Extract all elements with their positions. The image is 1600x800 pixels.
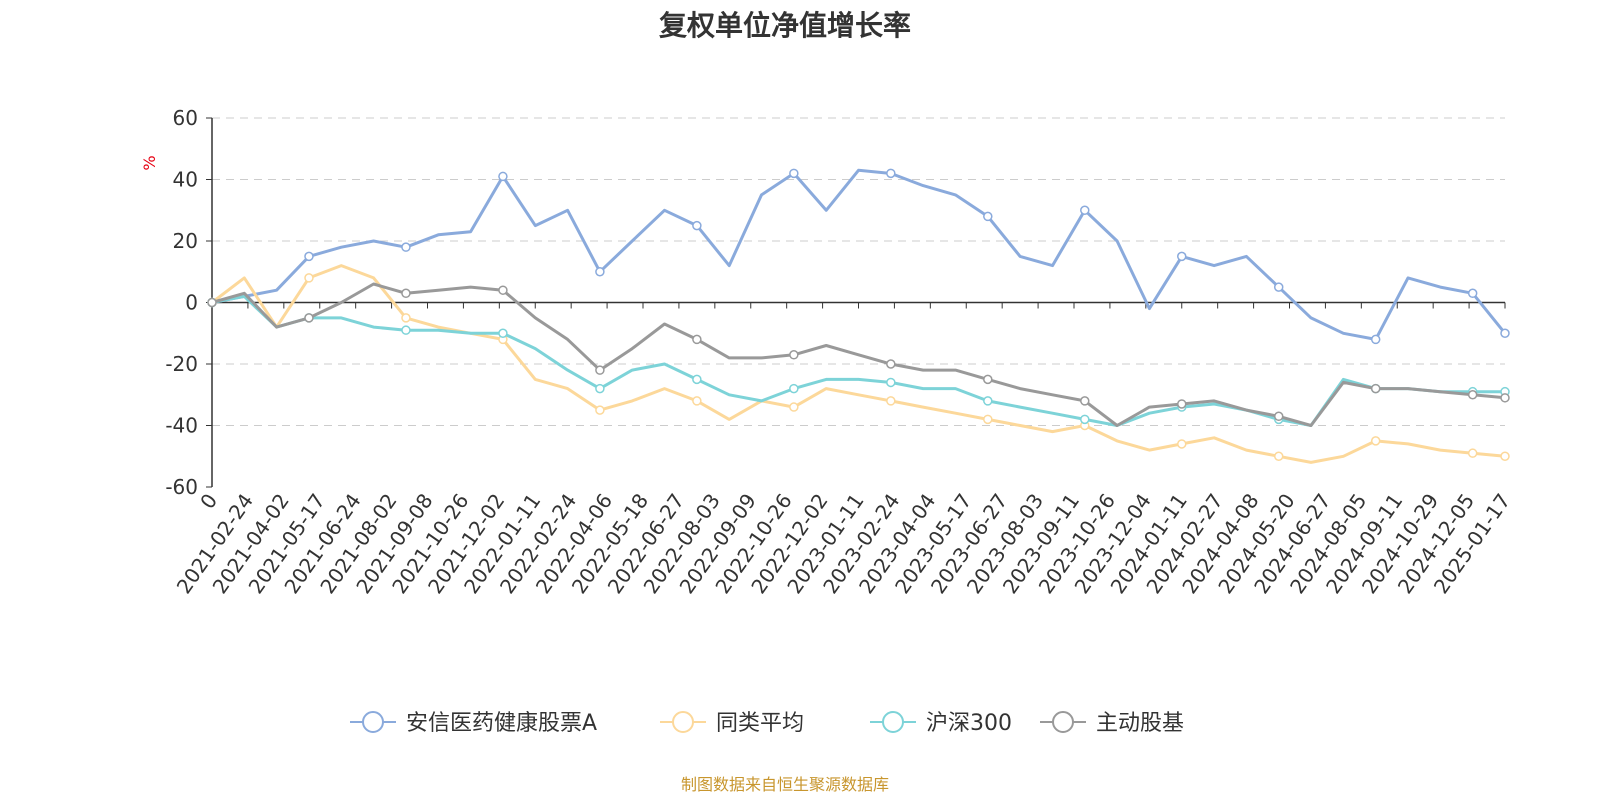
data-point <box>498 285 508 295</box>
data-point <box>1370 436 1381 446</box>
series-line-3 <box>211 282 1506 427</box>
y-tick-label: 40 <box>173 168 198 192</box>
chart-title: 复权单位净值增长率 <box>659 9 911 42</box>
data-point <box>498 328 508 338</box>
data-point <box>1273 411 1284 422</box>
axis-layer: -60-40-20020406002021-02-242021-04-02202… <box>165 106 1515 598</box>
data-point <box>789 350 799 360</box>
legend-label[interactable]: 沪深300 <box>926 711 1012 736</box>
data-point <box>886 168 896 179</box>
legend-marker-icon <box>362 711 384 733</box>
y-axis-label: % <box>140 155 159 170</box>
x-tick-label: 0 <box>195 489 222 513</box>
source-note: 制图数据来自恒生聚源数据库 <box>681 775 889 794</box>
data-point <box>1273 282 1284 292</box>
data-point <box>1500 328 1510 338</box>
data-point <box>498 171 508 182</box>
series-line-0 <box>211 168 1507 341</box>
data-point <box>983 211 993 222</box>
data-point <box>692 374 702 385</box>
data-point <box>1273 451 1284 461</box>
data-point <box>1500 393 1510 403</box>
legend-marker-icon <box>882 711 904 733</box>
y-tick-label: 60 <box>173 106 198 130</box>
y-tick-label: -60 <box>165 475 198 499</box>
legend-marker-icon <box>1052 711 1074 733</box>
legend: 安信医药健康股票A 同类平均 沪深300 主动股基 <box>350 711 1184 736</box>
legend-label[interactable]: 主动股基 <box>1096 711 1184 736</box>
data-point <box>789 402 799 412</box>
data-point <box>595 405 605 415</box>
data-point <box>1080 205 1090 215</box>
data-point <box>1080 414 1090 425</box>
data-point <box>595 383 605 394</box>
data-point <box>595 365 605 375</box>
y-tick-label: 20 <box>173 229 198 253</box>
y-tick-label: -20 <box>165 352 198 376</box>
data-point <box>1467 390 1478 400</box>
data-point <box>789 168 799 179</box>
data-point <box>886 377 896 388</box>
legend-marker-icon <box>672 711 694 733</box>
data-point <box>886 359 896 369</box>
y-tick-label: -40 <box>165 414 198 438</box>
data-point <box>983 396 993 406</box>
data-point <box>1177 251 1187 262</box>
data-point <box>401 325 411 335</box>
data-point <box>401 288 411 299</box>
data-point <box>401 313 411 323</box>
grid-layer <box>212 117 1505 426</box>
series-line-1 <box>211 264 1506 464</box>
y-tick-label: 0 <box>185 291 198 315</box>
data-point <box>1177 399 1187 409</box>
data-point <box>401 242 411 252</box>
data-point <box>1370 334 1381 345</box>
data-point <box>789 383 799 394</box>
data-point <box>1177 439 1187 449</box>
data-point <box>692 334 702 345</box>
data-point <box>1370 383 1381 394</box>
data-point <box>692 220 702 231</box>
data-point <box>304 273 314 283</box>
legend-label[interactable]: 安信医药健康股票A <box>406 711 597 736</box>
data-point <box>1080 396 1090 406</box>
data-point <box>983 414 993 425</box>
series-layer <box>207 168 1510 464</box>
series-line-2 <box>211 294 1505 427</box>
data-point <box>304 313 314 323</box>
data-point <box>692 396 702 406</box>
data-point <box>595 267 605 277</box>
data-point <box>304 251 314 262</box>
data-point <box>1467 288 1478 299</box>
legend-label[interactable]: 同类平均 <box>716 711 804 736</box>
data-point <box>886 396 896 406</box>
data-point <box>207 297 217 308</box>
data-point <box>983 374 993 385</box>
data-point <box>1500 451 1510 461</box>
data-point <box>1467 448 1478 458</box>
